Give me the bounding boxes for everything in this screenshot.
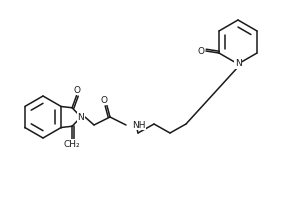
Text: O: O — [100, 96, 107, 105]
Text: NH: NH — [132, 120, 146, 130]
Text: O: O — [73, 86, 80, 95]
Text: O: O — [197, 46, 204, 55]
Text: CH₂: CH₂ — [64, 140, 80, 149]
Text: N: N — [78, 112, 84, 121]
Text: N: N — [235, 60, 242, 68]
